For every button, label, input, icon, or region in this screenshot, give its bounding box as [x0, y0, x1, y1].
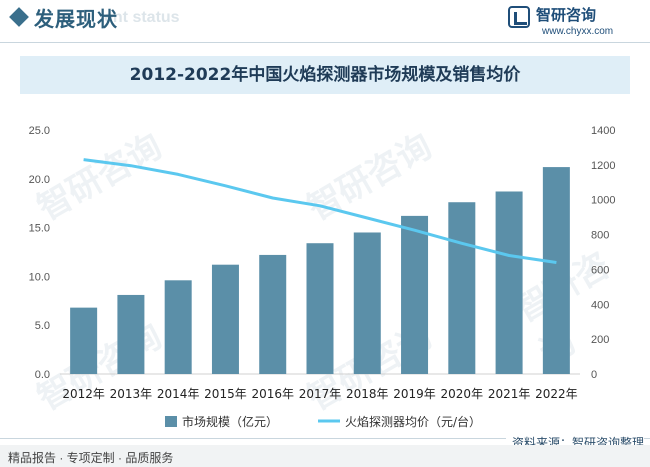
page-header: ent status 发展现状 智研咨询 www.chyxx.com — [0, 0, 650, 40]
chart-title-band: 2012-2022年中国火焰探测器市场规模及销售均价 — [20, 56, 630, 94]
footer-tagline: 精品报告 · 专项定制 · 品质服务 — [8, 451, 174, 465]
bar — [70, 307, 98, 374]
y-right-tick-label: 600 — [591, 264, 609, 276]
y-left-tick-label: 20.0 — [29, 174, 50, 186]
x-tick-label: 2022年 — [535, 387, 578, 401]
section-subtitle: ent status — [104, 9, 180, 26]
bar — [495, 191, 523, 374]
bar — [542, 167, 570, 374]
bar — [164, 280, 192, 374]
header-divider — [0, 42, 650, 43]
page-footer: 精品报告 · 专项定制 · 品质服务 — [0, 445, 650, 467]
x-tick-label: 2020年 — [441, 387, 484, 401]
x-tick-label: 2016年 — [251, 387, 294, 401]
legend-label: 市场规模（亿元） — [182, 414, 278, 429]
chart-canvas: 0.0 5.0 10.0 15.0 20.0 25.0 0 200 400 600 800 1000 1… — [29, 125, 616, 429]
bar — [211, 264, 239, 374]
legend-swatch-bar — [165, 416, 177, 427]
y-right-tick-label: 0 — [591, 369, 597, 381]
y-right-tick-label: 1400 — [591, 125, 615, 137]
x-tick-label: 2014年 — [157, 387, 200, 401]
y-right-tick-label: 400 — [591, 299, 609, 311]
y-left-tick-label: 25.0 — [29, 125, 50, 137]
legend-label: 火焰探测器均价（元/台） — [345, 414, 481, 429]
bar — [448, 202, 476, 374]
bar — [306, 243, 334, 374]
bar — [117, 294, 145, 374]
x-tick-label: 2017年 — [299, 387, 342, 401]
y-right-tick-label: 200 — [591, 334, 609, 346]
y-left-tick-label: 0.0 — [35, 369, 50, 381]
y-right-tick-label: 1000 — [591, 195, 615, 207]
x-tick-label: 2021年 — [488, 387, 531, 401]
section-title: 发展现状 — [34, 7, 118, 31]
y-right-tick-label: 1200 — [591, 160, 615, 172]
logo-icon — [508, 6, 530, 28]
x-tick-label: 2012年 — [62, 387, 105, 401]
footer-divider — [0, 438, 650, 439]
y-left-tick-label: 10.0 — [29, 271, 50, 283]
brand-logo: 智研咨询 www.chyxx.com — [508, 4, 636, 40]
x-tick-label: 2013年 — [110, 387, 153, 401]
y-left-tick-label: 5.0 — [35, 320, 50, 332]
logo-url: www.chyxx.com — [542, 26, 614, 37]
bar — [259, 254, 287, 374]
y-left-tick-label: 15.0 — [29, 223, 50, 235]
logo-name: 智研咨询 — [536, 6, 597, 24]
y-right-tick-label: 800 — [591, 230, 609, 242]
bar — [401, 215, 429, 374]
x-tick-label: 2015年 — [204, 387, 247, 401]
x-tick-label: 2019年 — [393, 387, 436, 401]
chart-title: 2012-2022年中国火焰探测器市场规模及销售均价 — [129, 65, 521, 85]
x-tick-label: 2018年 — [346, 387, 389, 401]
bar — [353, 232, 381, 374]
